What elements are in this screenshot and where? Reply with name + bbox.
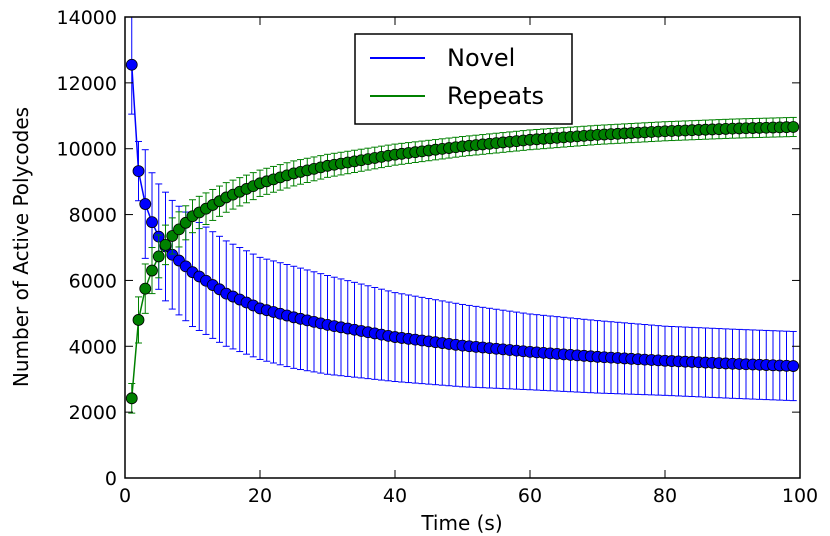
data-point — [787, 121, 800, 133]
plot-area — [125, 17, 800, 414]
y-tick-label: 10000 — [57, 139, 117, 161]
plot-frame — [124, 16, 801, 479]
y-tick-label: 0 — [105, 468, 117, 490]
x-tick-label: 20 — [248, 485, 272, 507]
data-point — [146, 216, 158, 229]
legend: Novel Repeats — [354, 33, 573, 125]
data-point — [159, 238, 172, 251]
y-tick-label: 8000 — [69, 205, 117, 227]
legend-label-novel: Novel — [447, 44, 515, 72]
x-tick-label: 100 — [782, 485, 818, 507]
legend-box — [354, 33, 573, 125]
series-repeats — [125, 116, 800, 414]
y-tick-label: 12000 — [57, 73, 117, 95]
data-point — [132, 165, 145, 178]
legend-label-repeats: Repeats — [447, 82, 544, 110]
x-axis-label: Time (s) — [420, 511, 502, 535]
y-tick-label: 2000 — [69, 402, 117, 424]
data-point — [125, 392, 138, 405]
data-point — [139, 282, 152, 295]
series-novel — [125, 17, 800, 402]
data-point — [132, 314, 145, 326]
x-tick-label: 0 — [119, 485, 131, 507]
data-point — [152, 250, 165, 263]
y-tick-label: 4000 — [69, 336, 117, 358]
x-tick-label: 40 — [383, 485, 407, 507]
data-point — [146, 264, 158, 277]
x-tick-label: 80 — [653, 485, 677, 507]
data-point — [787, 360, 800, 372]
axis-ticks: 0 20 40 60 80 100 0 2000 4000 6000 8000 10000 12000 1… — [57, 7, 819, 507]
series-layer — [125, 17, 800, 414]
y-axis-label: Number of Active Polycodes — [9, 107, 33, 387]
data-point — [125, 58, 138, 71]
data-point — [139, 198, 152, 210]
x-tick-label: 60 — [518, 485, 542, 507]
y-tick-label: 6000 — [69, 270, 117, 292]
y-tick-label: 14000 — [57, 7, 117, 29]
